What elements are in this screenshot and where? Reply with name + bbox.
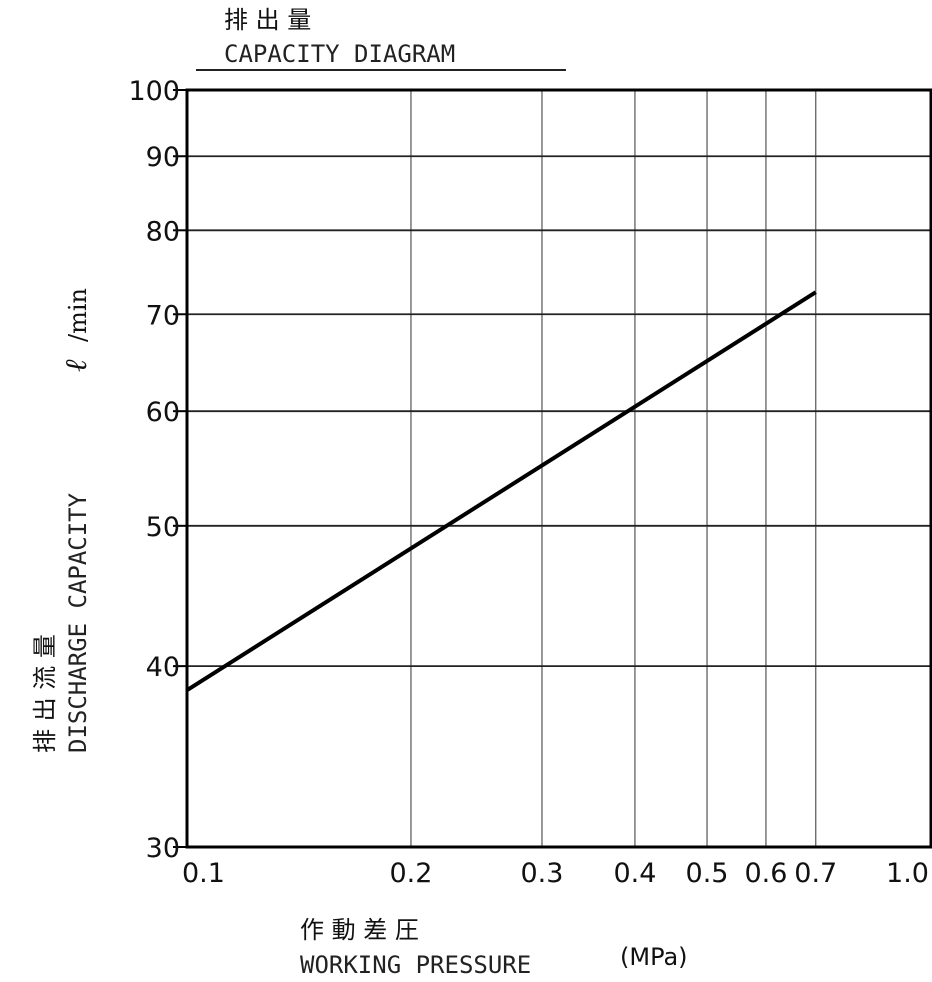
y-tick-label: 100 bbox=[128, 76, 180, 107]
x-tick-label: 0.1 bbox=[182, 858, 225, 889]
x-axis-label: WORKING PRESSURE bbox=[300, 951, 531, 979]
capacity-series-line bbox=[185, 290, 817, 692]
x-tick-label: 1.0 bbox=[886, 858, 929, 889]
x-tick-label: 0.2 bbox=[389, 858, 432, 889]
y-tick-label: 40 bbox=[146, 652, 180, 683]
y-tick-label: 70 bbox=[146, 300, 180, 331]
y-tick-label: 80 bbox=[146, 216, 180, 247]
x-tick-label: 0.3 bbox=[521, 858, 564, 889]
grid-lines bbox=[187, 90, 931, 847]
series-layer bbox=[185, 290, 817, 692]
y-axis-label: DISCHARGE CAPACITY bbox=[64, 492, 92, 753]
y-tick-label: 60 bbox=[146, 397, 180, 428]
y-tick-label: 30 bbox=[146, 833, 180, 864]
x-tick-label: 0.4 bbox=[613, 858, 656, 889]
x-tick-label: 0.6 bbox=[744, 858, 787, 889]
x-axis-ticks: 0.1 0.2 0.3 0.4 0.5 0.6 0.7 1.0 bbox=[182, 858, 929, 889]
x-axis-unit: (MPa) bbox=[620, 943, 688, 971]
chart-title-jp: 排 出 量 bbox=[224, 6, 311, 34]
x-axis-label-jp: 作 動 差 圧 bbox=[300, 916, 419, 944]
y-axis-ticks: 30 40 50 60 70 80 90 100 bbox=[128, 76, 187, 864]
chart-title: CAPACITY DIAGRAM bbox=[224, 40, 455, 68]
y-axis-label-jp: 排 出 流 量 bbox=[31, 634, 59, 753]
y-axis-unit-symbol: ℓ bbox=[59, 359, 94, 372]
x-tick-label: 0.5 bbox=[686, 858, 729, 889]
x-tick-label: 0.7 bbox=[794, 858, 837, 889]
plot-area-frame bbox=[185, 88, 932, 849]
y-axis-unit: /min bbox=[64, 288, 92, 342]
y-tick-label: 50 bbox=[146, 512, 180, 543]
y-tick-label: 90 bbox=[146, 142, 180, 173]
